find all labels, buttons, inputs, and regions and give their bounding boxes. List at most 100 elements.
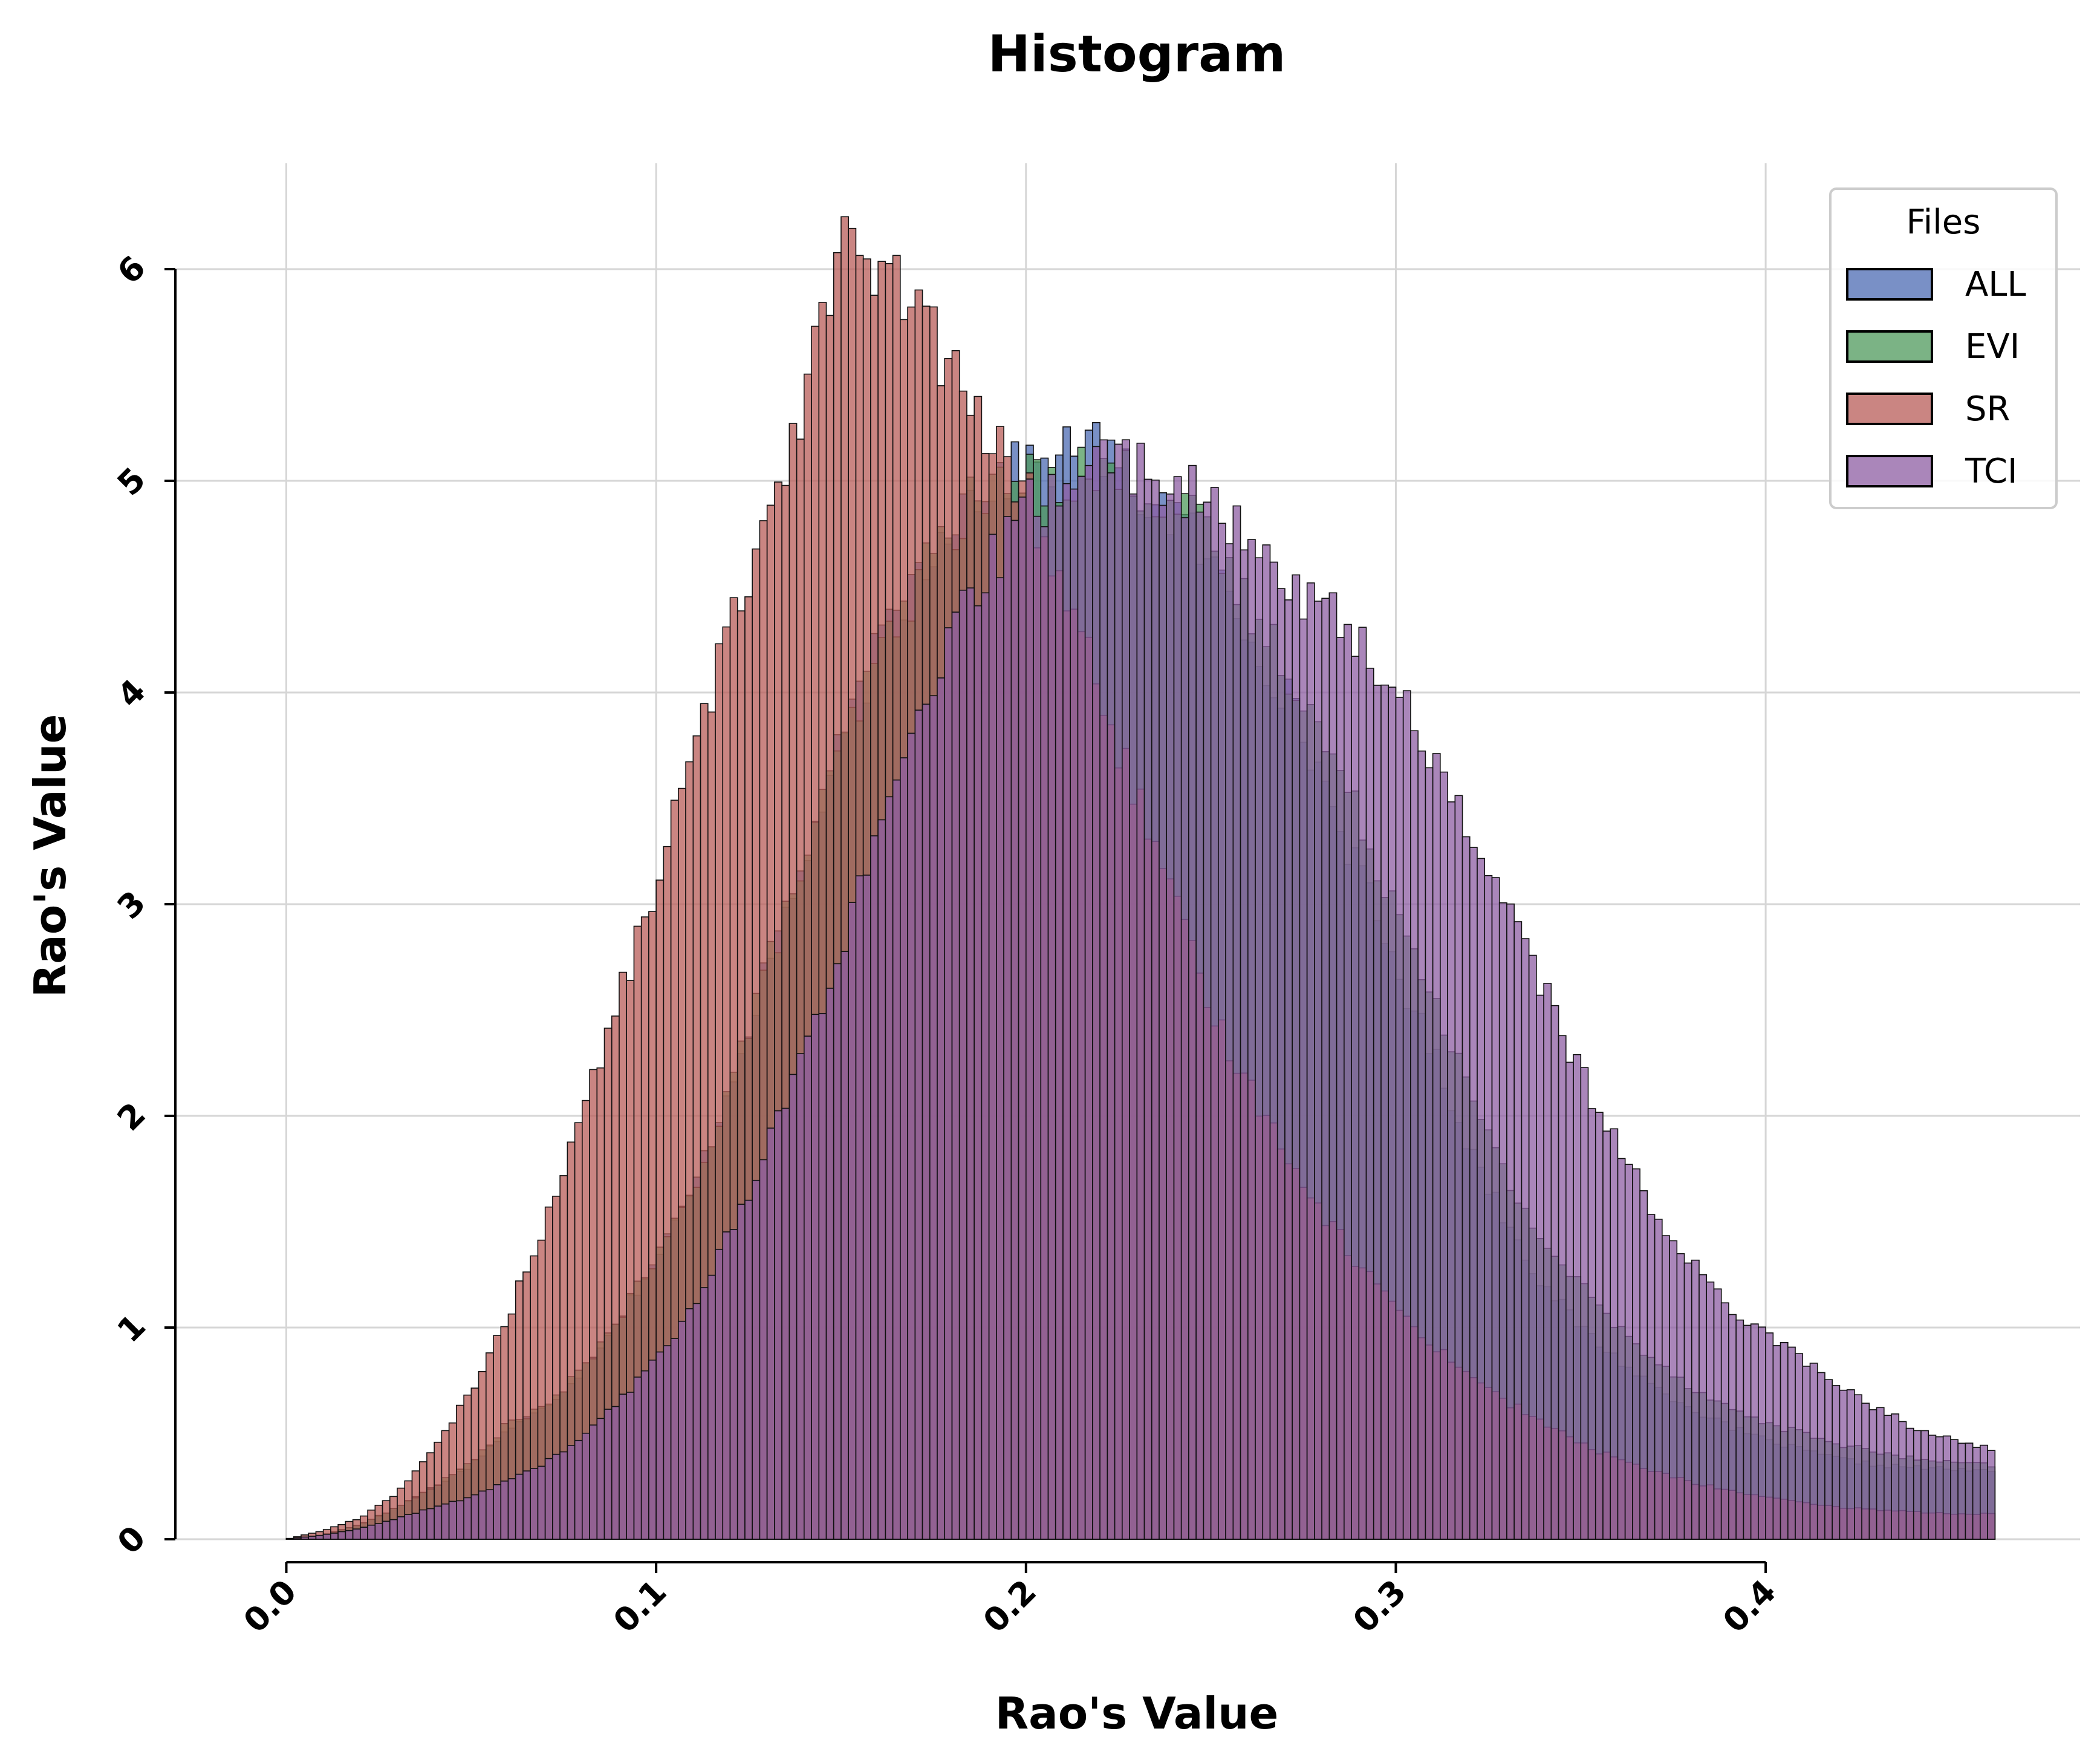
bar-tci — [1809, 1363, 1818, 1540]
bar-tci — [1884, 1415, 1892, 1540]
bar-tci — [582, 1432, 590, 1540]
bar-tci — [670, 1338, 679, 1540]
bar-tci — [1521, 938, 1530, 1540]
bar-tci — [1010, 520, 1019, 1540]
bar-tci — [796, 1053, 805, 1540]
bar-tci — [603, 1409, 613, 1540]
y-axis-label: Rao's Value — [25, 714, 76, 998]
bar-tci — [1047, 474, 1056, 1540]
bar-tci — [1055, 505, 1064, 1540]
bar-tci — [1136, 442, 1145, 1540]
bar-tci — [729, 1228, 738, 1540]
bar-tci — [1980, 1444, 1988, 1540]
bar-tci — [648, 1360, 657, 1540]
bar-tci — [1595, 1112, 1604, 1540]
bar-tci — [707, 1274, 716, 1540]
bar-tci — [1077, 476, 1086, 1540]
bar-tci — [1247, 539, 1256, 1540]
bar-tci — [678, 1320, 686, 1540]
bar-tci — [1617, 1158, 1626, 1540]
bar-tci — [1344, 624, 1352, 1540]
bar-tci — [404, 1514, 413, 1540]
bar-tci — [1787, 1346, 1796, 1540]
bar-tci — [1225, 543, 1234, 1540]
bar-tci — [500, 1481, 509, 1540]
bar-tci — [1166, 494, 1175, 1540]
bar-tci — [870, 835, 879, 1540]
bar-tci — [1632, 1168, 1640, 1540]
bar-tci — [463, 1497, 472, 1540]
bar-tci — [1402, 690, 1411, 1540]
bar-tci — [1498, 902, 1507, 1540]
bar-tci — [1654, 1219, 1663, 1540]
bar-tci — [1284, 599, 1293, 1540]
x-axis-ticks: 0.0 0.1 0.2 0.3 0.4 — [236, 1562, 1783, 1640]
y-axis-ticks: 0 1 2 3 4 5 6 — [110, 249, 175, 1562]
x-tick-label: 0.2 — [976, 1572, 1044, 1640]
bar-tci — [640, 1370, 649, 1540]
bar-tci — [736, 1204, 746, 1540]
bar-tci — [885, 796, 894, 1540]
bar-tci — [1351, 656, 1360, 1540]
legend: Files ALL EVI SR TCI — [1829, 187, 2058, 509]
bar-tci — [1276, 588, 1286, 1540]
bar-tci — [818, 1012, 827, 1540]
bar-tci — [1195, 511, 1204, 1540]
bar-tci — [1928, 1435, 1937, 1540]
bar-tci — [700, 1287, 709, 1540]
bar-tci — [322, 1533, 331, 1540]
y-tick-label: 0 — [110, 1519, 153, 1562]
y-tick-label: 4 — [110, 672, 153, 715]
bar-tci — [537, 1465, 546, 1540]
x-tick-label: 0.1 — [606, 1572, 674, 1640]
bar-tci — [974, 605, 983, 1540]
bar-tci — [996, 577, 1004, 1540]
bar-tci — [1232, 505, 1241, 1540]
bar-tci — [722, 1231, 731, 1540]
bar-tci — [1639, 1190, 1648, 1540]
bar-tci — [507, 1478, 516, 1540]
bar-tci — [1410, 730, 1419, 1540]
bar-tci — [456, 1500, 464, 1540]
bar-tci — [441, 1503, 450, 1540]
bar-tci — [1602, 1130, 1611, 1540]
bar-tci — [345, 1530, 354, 1540]
bar-tci — [1306, 582, 1315, 1540]
bar-tci — [1558, 1035, 1567, 1540]
bar-tci — [951, 611, 960, 1540]
bar-tci — [1373, 685, 1382, 1540]
bar-tci — [1846, 1389, 1855, 1540]
bar-tci — [1735, 1319, 1744, 1540]
bar-tci — [633, 1377, 642, 1540]
legend-entries: ALL EVI SR TCI — [1846, 265, 2026, 491]
bar-tci — [1506, 903, 1515, 1540]
bar-tci — [892, 779, 901, 1540]
bar-tci — [1580, 1067, 1589, 1540]
bar-tci — [1513, 921, 1523, 1540]
bar-tci — [485, 1489, 494, 1540]
bar-tci — [611, 1406, 620, 1540]
bar-tci — [1262, 544, 1271, 1540]
bar-tci — [1942, 1435, 1951, 1540]
bar-tci — [1706, 1281, 1715, 1540]
legend-swatch-tci — [1846, 455, 1933, 487]
legend-label-evi: EVI — [1965, 327, 2020, 367]
bar-tci — [1255, 557, 1264, 1540]
bar-tci — [626, 1392, 635, 1540]
bar-tci — [833, 963, 842, 1540]
bar-tci — [448, 1501, 457, 1540]
bar-tci — [900, 757, 908, 1540]
bar-tci — [1876, 1407, 1885, 1540]
bar-tci — [1432, 753, 1441, 1540]
bar-tci — [1018, 497, 1027, 1540]
bar-tci — [988, 533, 997, 1540]
bar-tci — [515, 1473, 524, 1540]
bar-tci — [1676, 1253, 1685, 1540]
bar-tci — [774, 1110, 782, 1540]
bar-tci — [1816, 1372, 1825, 1540]
bar-tci — [1669, 1240, 1678, 1540]
x-tick-label: 0.3 — [1345, 1572, 1413, 1640]
bar-tci — [1699, 1274, 1708, 1540]
bar-tci — [418, 1509, 427, 1540]
